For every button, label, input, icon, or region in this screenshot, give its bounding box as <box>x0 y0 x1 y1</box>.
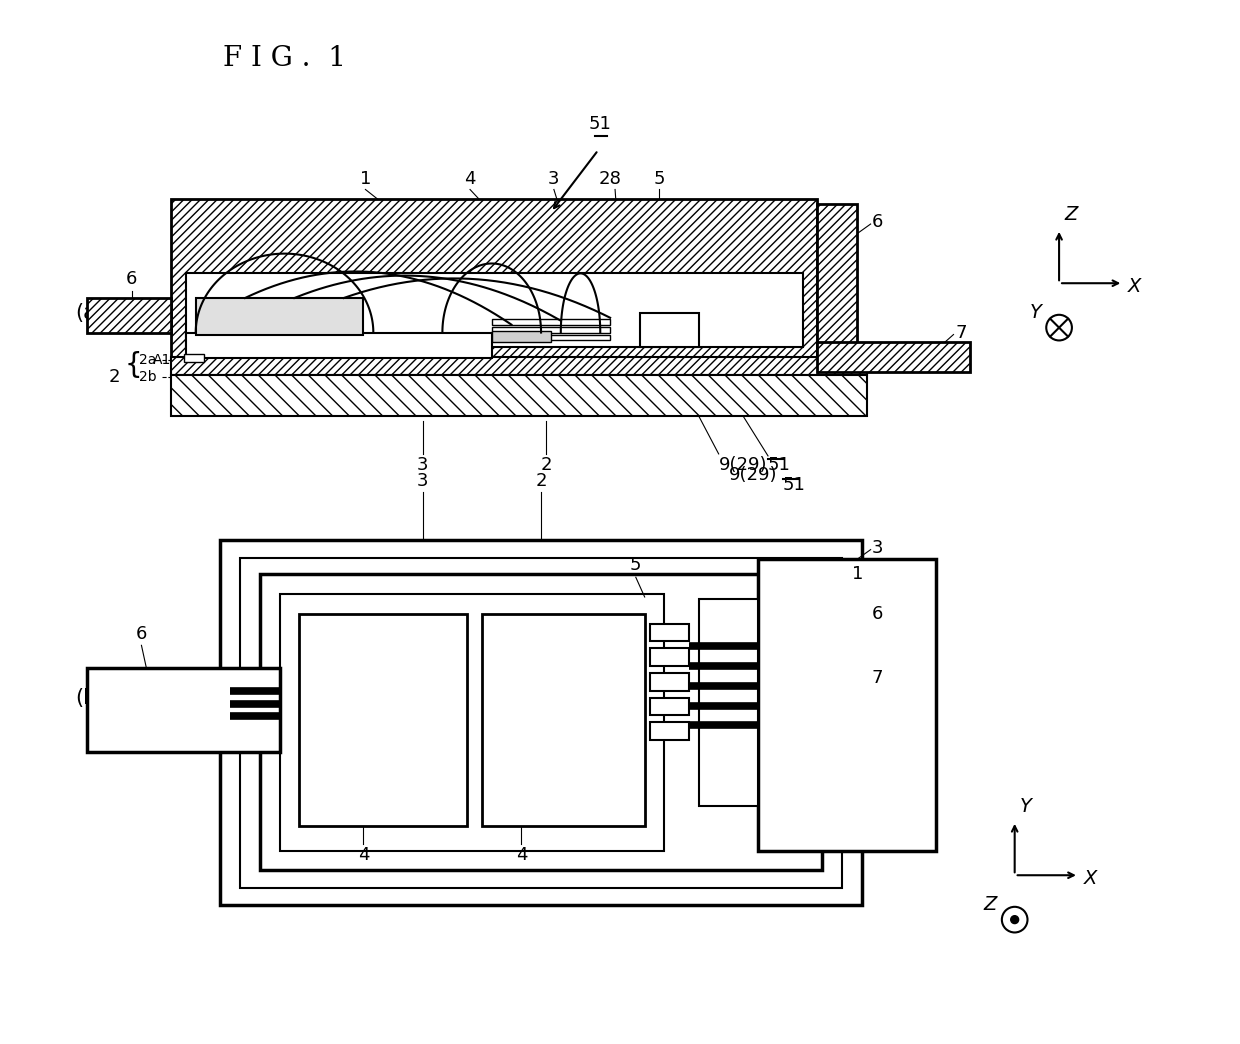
Bar <box>492 334 610 340</box>
Text: 51: 51 <box>782 476 806 494</box>
Bar <box>171 375 867 417</box>
Bar <box>492 318 610 325</box>
Text: 28: 28 <box>599 169 621 188</box>
Text: 4: 4 <box>357 846 370 863</box>
Bar <box>184 354 203 362</box>
Text: 51: 51 <box>768 456 791 474</box>
Bar <box>279 594 665 851</box>
Bar <box>817 205 857 357</box>
Bar <box>196 298 363 334</box>
Bar <box>186 274 802 348</box>
Text: Y: Y <box>1019 797 1032 816</box>
Text: (a): (a) <box>76 303 104 323</box>
Text: 1: 1 <box>852 565 863 584</box>
Circle shape <box>1011 916 1018 924</box>
Bar <box>492 331 551 342</box>
Text: 3: 3 <box>417 456 428 474</box>
Bar <box>299 614 467 826</box>
Text: Y: Y <box>1029 304 1042 323</box>
Text: 2: 2 <box>109 367 120 386</box>
Text: 3: 3 <box>872 539 883 556</box>
Text: 5: 5 <box>653 169 665 188</box>
Text: 3: 3 <box>548 169 559 188</box>
Bar <box>640 313 699 348</box>
Text: X: X <box>1084 869 1097 887</box>
Text: 6: 6 <box>126 270 138 288</box>
Bar <box>241 557 842 888</box>
Text: 1: 1 <box>360 169 371 188</box>
Text: 2b: 2b <box>139 370 157 384</box>
Bar <box>171 357 867 375</box>
Bar <box>650 623 689 641</box>
Bar <box>650 648 689 666</box>
Text: 2: 2 <box>541 456 552 474</box>
Text: 4: 4 <box>464 169 476 188</box>
Bar <box>221 540 862 905</box>
Text: F I G .  1: F I G . 1 <box>223 45 346 72</box>
Bar <box>87 298 171 333</box>
Text: 4: 4 <box>516 846 527 863</box>
Bar <box>650 673 689 691</box>
Text: 7: 7 <box>956 324 967 341</box>
Bar <box>492 327 610 333</box>
Text: 6: 6 <box>872 213 883 231</box>
Text: Z: Z <box>1064 205 1078 224</box>
Bar <box>482 614 645 826</box>
Bar <box>650 722 689 740</box>
Bar <box>87 668 279 752</box>
Bar <box>699 599 758 806</box>
Text: 2a: 2a <box>139 353 156 367</box>
Text: 6: 6 <box>135 625 148 643</box>
Text: 9(29): 9(29) <box>719 456 768 474</box>
Bar <box>186 333 492 358</box>
Bar <box>650 697 689 715</box>
Text: 5: 5 <box>630 556 641 574</box>
Bar <box>171 199 817 357</box>
Text: (b): (b) <box>76 688 105 708</box>
Text: Z: Z <box>983 896 997 915</box>
Text: 7: 7 <box>872 669 883 687</box>
Text: A1: A1 <box>153 353 171 367</box>
Bar <box>817 342 970 372</box>
Text: 3: 3 <box>417 473 428 491</box>
Bar <box>758 560 936 851</box>
Bar <box>260 574 822 871</box>
Text: 6: 6 <box>872 604 883 623</box>
Text: 9(29): 9(29) <box>729 466 777 483</box>
Text: 2: 2 <box>536 473 547 491</box>
Text: X: X <box>1128 277 1142 295</box>
Text: 51: 51 <box>589 115 611 134</box>
Text: {: { <box>125 351 143 379</box>
